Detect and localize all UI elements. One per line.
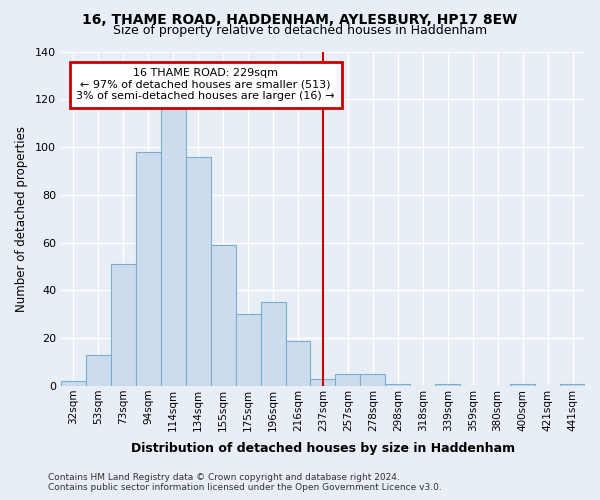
Y-axis label: Number of detached properties: Number of detached properties [15,126,28,312]
Bar [136,152,161,386]
Text: Size of property relative to detached houses in Haddenham: Size of property relative to detached ho… [113,24,487,37]
Bar [161,109,186,386]
Bar [286,340,310,386]
Bar [385,384,410,386]
Bar [61,381,86,386]
Text: Contains HM Land Registry data © Crown copyright and database right 2024.
Contai: Contains HM Land Registry data © Crown c… [48,473,442,492]
Bar [335,374,361,386]
Bar [560,384,585,386]
Text: 16, THAME ROAD, HADDENHAM, AYLESBURY, HP17 8EW: 16, THAME ROAD, HADDENHAM, AYLESBURY, HP… [82,12,518,26]
Bar [86,355,111,386]
Bar [186,156,211,386]
Bar [111,264,136,386]
Bar [361,374,385,386]
Bar [310,379,335,386]
Bar [236,314,260,386]
Bar [510,384,535,386]
X-axis label: Distribution of detached houses by size in Haddenham: Distribution of detached houses by size … [131,442,515,455]
Text: 16 THAME ROAD: 229sqm
← 97% of detached houses are smaller (513)
3% of semi-deta: 16 THAME ROAD: 229sqm ← 97% of detached … [76,68,335,102]
Bar [435,384,460,386]
Bar [260,302,286,386]
Bar [211,245,236,386]
